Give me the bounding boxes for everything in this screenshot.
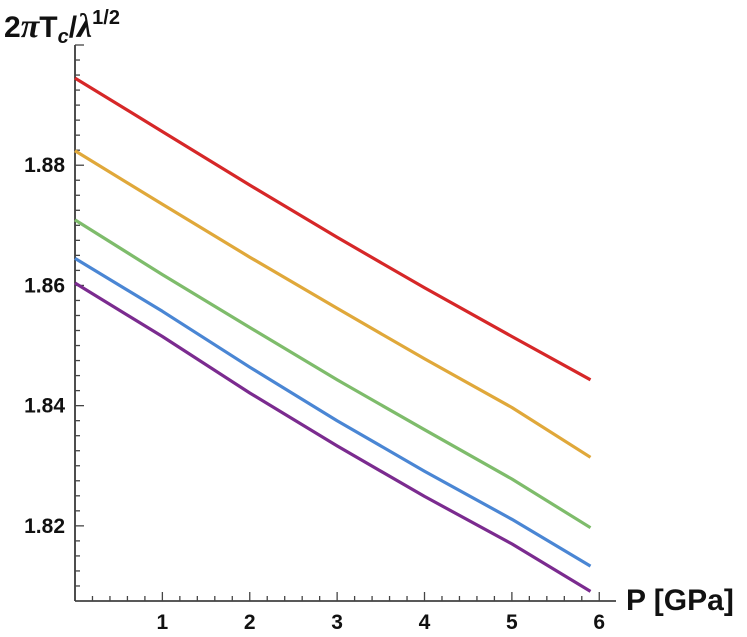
axis-ticks: 1 2 3 4 5 6 1.82 1.84 1.86 1.88: [24, 44, 605, 634]
x-tick-label: 3: [331, 611, 343, 634]
x-tick-label: 4: [419, 611, 431, 634]
x-tick-label: 2: [244, 611, 256, 634]
series-line-4: [74, 257, 592, 568]
y-tick-label: 1.86: [24, 274, 65, 297]
series-lines: [74, 76, 592, 593]
x-axis-label: P [GPa]: [626, 584, 734, 617]
x-tick-label: 1: [157, 611, 169, 634]
x-tick-label: 5: [506, 611, 518, 634]
series-line-3: [74, 218, 592, 530]
y-tick-label: 1.84: [24, 395, 65, 418]
y-tick-label: 1.82: [24, 515, 65, 538]
series-line-2: [74, 149, 592, 459]
y-axis-label: 2πTc/λ1/2: [4, 7, 120, 48]
series-line-5: [74, 281, 592, 593]
series-line-1: [74, 76, 592, 382]
y-tick-label: 1.88: [24, 154, 65, 177]
x-tick-label: 6: [593, 611, 605, 634]
